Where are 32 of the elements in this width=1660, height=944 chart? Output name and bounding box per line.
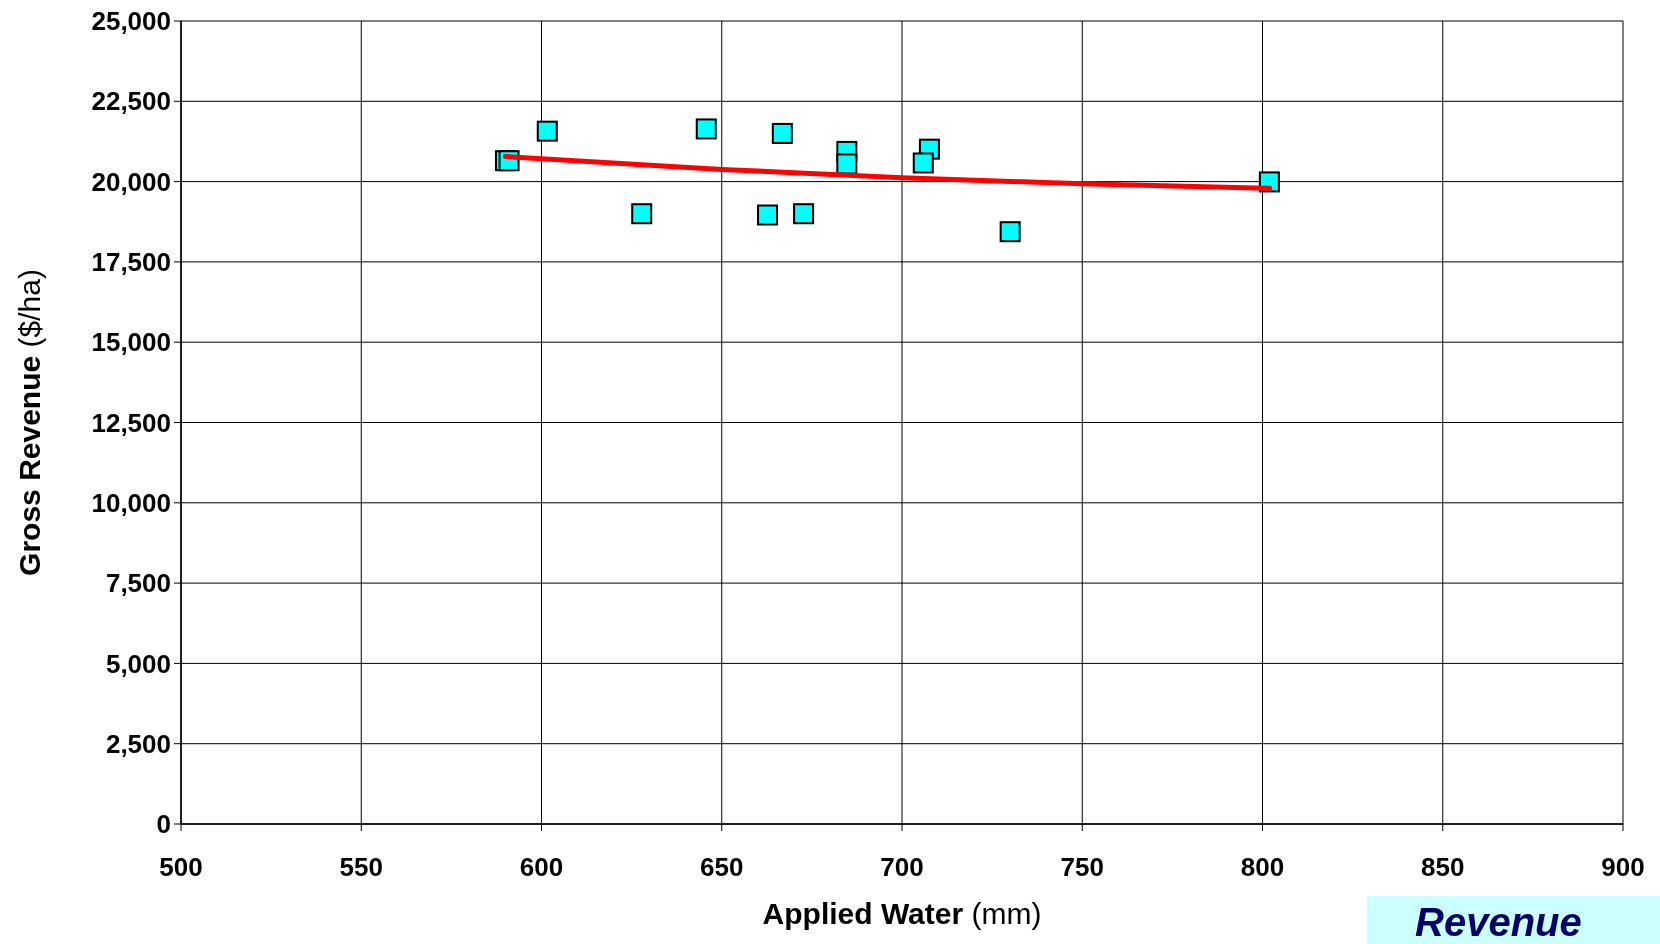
y-tick-label: 12,500	[91, 407, 171, 438]
y-tick-label: 5,000	[105, 648, 171, 679]
point	[836, 153, 858, 175]
point	[912, 152, 934, 174]
x-tick-label: 900	[1601, 852, 1645, 882]
point	[631, 203, 653, 225]
point	[536, 120, 558, 142]
y-tick-label: 20,000	[91, 166, 171, 197]
y-tick-label: 15,000	[91, 327, 171, 358]
y-tick-label: 25,000	[91, 6, 171, 37]
text: Revenue	[1415, 900, 1582, 944]
point	[771, 122, 793, 144]
point	[999, 221, 1021, 243]
x-tick-label: 500	[159, 852, 203, 882]
y-tick-label: 22,500	[91, 86, 171, 117]
x-tick-label: 700	[880, 852, 924, 882]
y-tick-label: 17,500	[91, 247, 171, 277]
x-tick-label: 650	[700, 852, 744, 882]
x-tick-label: 800	[1240, 852, 1285, 882]
point	[695, 118, 717, 140]
y-tick-label: 2,500	[105, 728, 171, 759]
x-tick-label: 750	[1060, 852, 1104, 882]
point	[757, 204, 779, 226]
y-tick-label: 10,000	[91, 487, 171, 518]
x-axis-title: Applied Water (mm)	[762, 897, 1042, 930]
point	[793, 203, 815, 225]
y-axis-title: Gross Revenue ($/ha)	[13, 269, 46, 576]
x-tick-label: 550	[339, 852, 383, 882]
y-tick-label: 7,500	[105, 568, 171, 599]
y-tick-label: 0	[156, 809, 171, 840]
x-tick-label: 850	[1421, 852, 1465, 882]
x-tick-label: 600	[519, 852, 564, 882]
